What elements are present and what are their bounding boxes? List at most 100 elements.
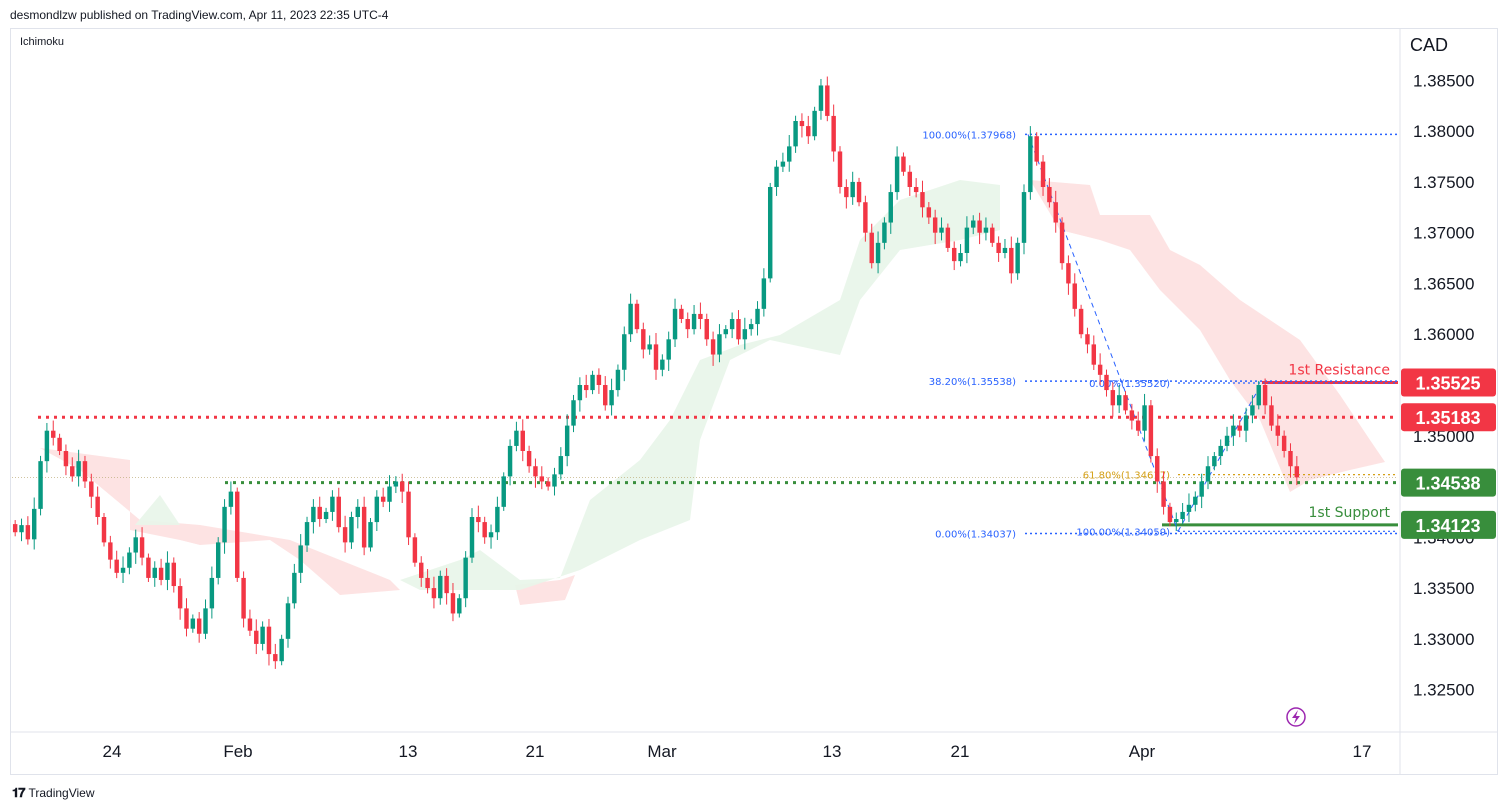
candle: [70, 457, 75, 482]
candle: [1186, 493, 1192, 523]
indicator-legend-ichimoku[interactable]: Ichimoku: [20, 36, 65, 48]
candle: [767, 182, 773, 283]
candle: [285, 596, 291, 648]
candle: [1250, 395, 1255, 424]
candle: [1174, 512, 1179, 532]
candle: [1288, 443, 1293, 478]
candle: [1135, 411, 1141, 436]
candle: [844, 179, 849, 209]
candle: [463, 551, 468, 608]
candle: [438, 570, 443, 605]
candle: [1148, 400, 1154, 463]
svg-text:1.34123: 1.34123: [1415, 516, 1480, 536]
candle: [1281, 430, 1287, 458]
candle: [939, 217, 944, 241]
x-axis-ticks: 24 Feb 13 21 Mar 13 21 Apr 17: [103, 742, 1372, 761]
candle: [311, 499, 316, 534]
price-axis-label: 1.34538: [1401, 468, 1496, 497]
currency-label: CAD: [1410, 35, 1449, 55]
candle: [748, 318, 754, 336]
x-tick-label: 24: [103, 742, 122, 761]
candle: [476, 505, 481, 533]
candle: [609, 378, 614, 416]
candle: [419, 556, 424, 587]
fib-trend-line: [1027, 134, 1179, 532]
candle: [380, 487, 386, 508]
candle: [1193, 491, 1198, 512]
x-tick-label: 17: [1353, 742, 1372, 761]
candle: [653, 333, 659, 380]
candle: [336, 487, 341, 533]
price-axis-label: 1.34123: [1401, 510, 1496, 539]
footer-brand[interactable]: 𝟏𝟕 TradingView: [12, 785, 95, 801]
candle: [552, 467, 557, 496]
candle: [679, 304, 684, 324]
candle: [349, 511, 354, 549]
candle: [780, 152, 786, 172]
candle: [152, 561, 157, 587]
candle: [44, 422, 50, 473]
lightning-icon[interactable]: [1286, 707, 1306, 727]
y-tick-label: 1.37000: [1413, 224, 1474, 243]
candle: [888, 184, 893, 234]
candle: [1224, 426, 1230, 452]
candle: [1243, 407, 1249, 443]
candle: [863, 195, 868, 242]
candle: [837, 146, 843, 194]
candle: [869, 223, 874, 269]
candle: [926, 202, 932, 224]
candle: [596, 368, 602, 394]
candle: [393, 476, 399, 494]
candle: [558, 447, 564, 480]
y-tick-label: 1.32500: [1413, 681, 1474, 700]
candle: [292, 563, 297, 609]
candle: [710, 331, 716, 366]
candle: [241, 571, 246, 628]
ichimoku-cloud: [40, 180, 1385, 605]
candle: [1269, 396, 1274, 431]
candle: [628, 293, 633, 342]
candle: [51, 420, 56, 446]
candle: [1237, 420, 1242, 438]
candle: [1142, 393, 1147, 441]
candle: [323, 507, 329, 524]
svg-text:1.34538: 1.34538: [1415, 474, 1480, 494]
candle: [1155, 448, 1160, 493]
x-tick-label: Apr: [1129, 742, 1156, 761]
candle: [374, 490, 380, 532]
candle: [196, 612, 202, 643]
candle: [920, 180, 925, 218]
candle: [603, 376, 608, 411]
fib-trend-line: [1177, 382, 1263, 532]
chart-frame: [10, 28, 1498, 775]
candle: [203, 599, 208, 640]
candle: [1091, 335, 1097, 370]
candle: [501, 472, 506, 511]
candle: [342, 515, 348, 553]
candle: [971, 215, 976, 235]
candle: [177, 578, 183, 620]
candle: [495, 496, 500, 540]
candle: [1097, 353, 1103, 385]
level-name-label: 1st Support: [1309, 505, 1391, 521]
candle: [672, 298, 678, 348]
candle: [564, 414, 570, 467]
candle: [355, 499, 361, 529]
candle: [622, 326, 627, 382]
candle: [399, 473, 405, 503]
fib-label: 38.20%(1.35538): [929, 377, 1016, 388]
candle: [120, 556, 126, 583]
y-tick-label: 1.33500: [1413, 579, 1474, 598]
candle: [1167, 502, 1173, 527]
candle: [12, 520, 18, 537]
candle: [958, 244, 963, 267]
axes: [10, 28, 1498, 775]
candle: [825, 76, 830, 122]
candle: [1078, 304, 1084, 339]
candle: [590, 370, 595, 395]
candle: [913, 178, 919, 198]
candle: [279, 634, 284, 666]
candle: [1066, 255, 1071, 295]
candle: [235, 487, 240, 582]
